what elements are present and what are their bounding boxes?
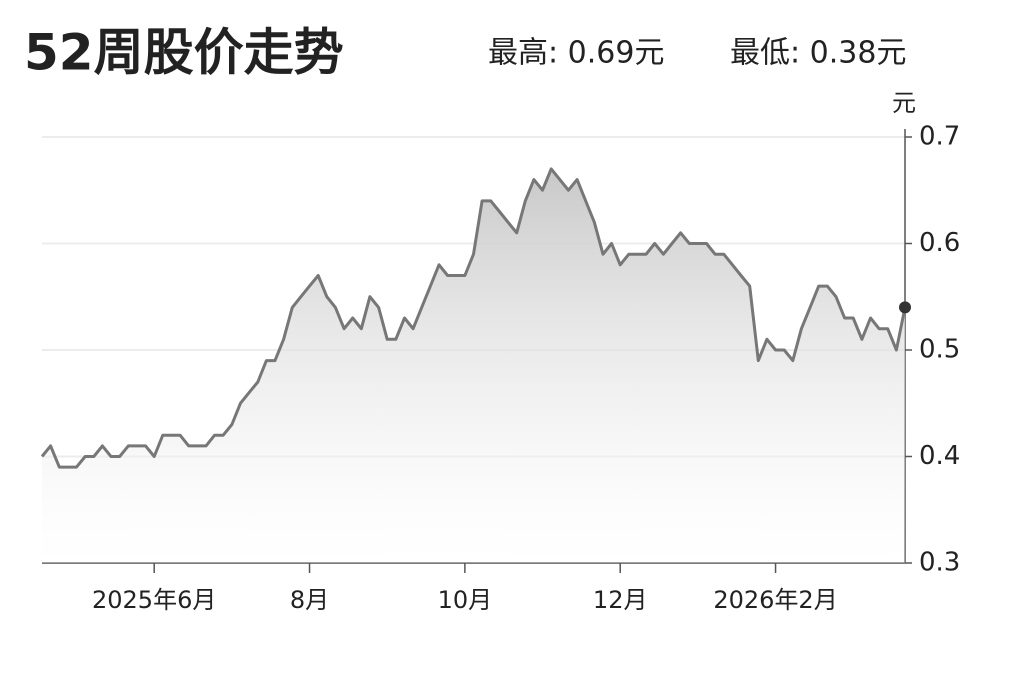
- y-tick-label: 0.6: [919, 228, 960, 258]
- x-tick-label: 8月: [290, 586, 329, 614]
- x-tick-label: 2026年2月: [713, 586, 837, 614]
- chart-title: 52周股价走势: [24, 24, 344, 82]
- last-point: [899, 301, 911, 314]
- annotation: 最低: 0.38元: [730, 36, 906, 71]
- x-tick-label: 12月: [593, 586, 648, 614]
- y-axis-label: 元: [892, 89, 916, 117]
- x-tick-label: 2025年6月: [92, 586, 216, 614]
- y-tick-label: 0.4: [919, 441, 960, 471]
- x-tick-label: 10月: [438, 586, 493, 614]
- line: [40, 167, 907, 469]
- annotation: 最高: 0.69元: [488, 36, 664, 71]
- area: [42, 168, 905, 563]
- y-tick-label: 0.7: [919, 122, 960, 152]
- y-tick-label: 0.5: [919, 335, 960, 365]
- y-tick-label: 0.3: [919, 548, 960, 578]
